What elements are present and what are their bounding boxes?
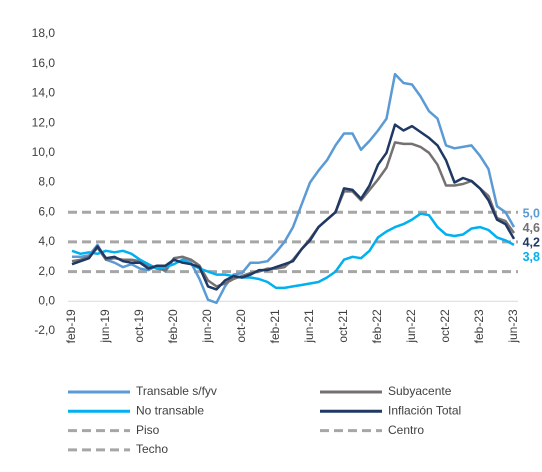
legend-label: Techo [136, 442, 168, 456]
y-tick-label: 4,0 [38, 234, 55, 248]
legend-label: Inflación Total [388, 403, 461, 417]
x-tick-label: feb-22 [370, 309, 384, 343]
y-tick-label: 16,0 [32, 56, 56, 70]
end-label: 5,0 [523, 207, 540, 221]
y-tick-label: 10,0 [32, 145, 56, 159]
legend-label: Subyacente [388, 384, 452, 398]
x-tick-label: feb-21 [268, 309, 282, 343]
x-tick-label: oct-20 [234, 309, 248, 343]
x-tick-label: jun-19 [98, 309, 112, 344]
x-tick-label: feb-20 [166, 309, 180, 343]
end-label: 4,2 [523, 236, 540, 250]
series-line [72, 72, 516, 305]
y-tick-label: 6,0 [38, 204, 55, 218]
legend-label: Transable s/fyv [136, 384, 217, 398]
x-tick-label: feb-23 [472, 309, 486, 343]
x-tick-label: oct-22 [438, 309, 452, 343]
x-tick-label: oct-21 [336, 309, 350, 343]
y-tick-label: 18,0 [32, 26, 56, 40]
end-label: 3,8 [523, 250, 540, 264]
legend-label: No transable [136, 403, 204, 417]
y-tick-label: 12,0 [32, 115, 56, 129]
x-tick-label: jun-22 [404, 309, 418, 344]
y-tick-label: 0,0 [38, 293, 55, 307]
y-tick-label: 14,0 [32, 86, 56, 100]
x-tick-label: jun-20 [200, 309, 214, 344]
x-tick-label: jun-23 [506, 309, 520, 344]
series-line [71, 123, 516, 291]
legend-label: Centro [388, 423, 424, 437]
legend-label: Piso [136, 423, 160, 437]
x-tick-label: jun-21 [302, 309, 316, 344]
y-tick-label: -2,0 [34, 323, 55, 337]
x-tick-label: oct-19 [132, 309, 146, 343]
x-tick-label: feb-19 [64, 309, 78, 343]
end-label: 4,6 [523, 221, 540, 235]
y-tick-label: 2,0 [38, 264, 55, 278]
y-tick-label: 8,0 [38, 175, 55, 189]
series-line [71, 212, 515, 290]
